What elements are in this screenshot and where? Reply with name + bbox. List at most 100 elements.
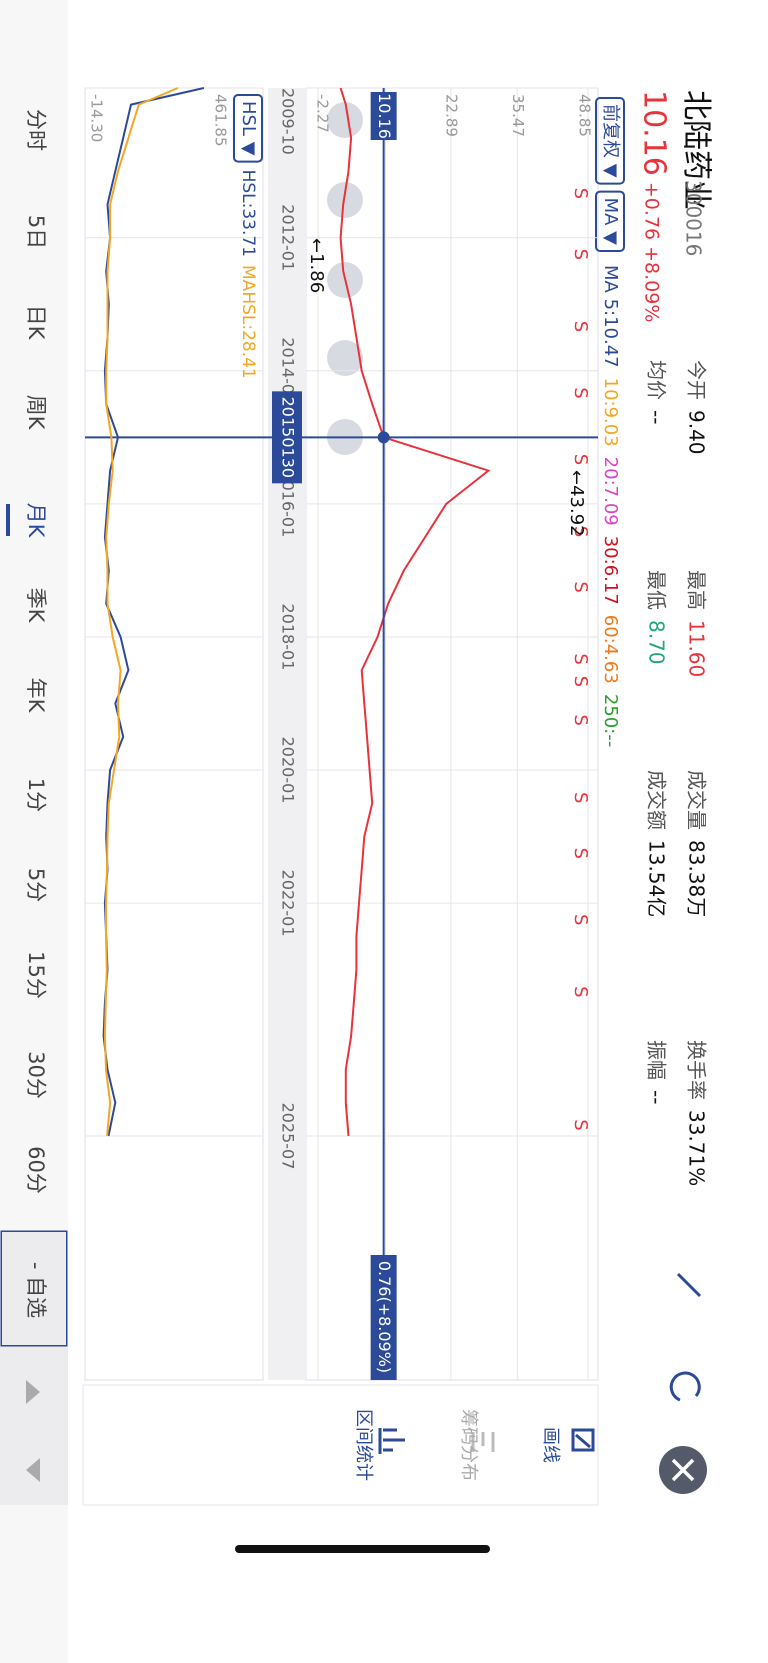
stat-label: 换手率: [685, 1040, 709, 1100]
signal-mark: S: [570, 387, 591, 398]
chip-icon[interactable]: [471, 1432, 495, 1452]
stat-value: 33.71%: [685, 1110, 709, 1186]
legend-entry: MAHSL:28.41: [238, 265, 258, 379]
signal-mark: S: [570, 986, 591, 997]
close-button[interactable]: [659, 1446, 707, 1494]
side-panel: [82, 1384, 599, 1506]
x-tick-label: 2009-10: [279, 88, 298, 155]
series-line: [339, 87, 491, 1137]
scroll-down[interactable]: [26, 1458, 40, 1482]
ma-legend: 60:4.63: [600, 615, 621, 684]
change-label-box: [370, 1255, 397, 1380]
change: +0.76: [641, 182, 663, 240]
x-tick-label: 2025-07: [279, 1103, 298, 1170]
series-line: [103, 87, 179, 1137]
crosshair-change: 0.76(+8.09%): [375, 1261, 394, 1373]
y-tick-label: -14.30: [88, 94, 106, 142]
stat-label: 均价: [645, 360, 669, 400]
stat-value: --: [645, 1090, 669, 1104]
tab[interactable]: 30分: [24, 1051, 48, 1099]
crosshair-date: 20150130: [279, 397, 298, 478]
crosshair-price: 10.16: [375, 93, 394, 139]
tab[interactable]: - 自选: [24, 1262, 48, 1318]
stat-value: 8.70: [645, 620, 669, 665]
signal-mark: S: [570, 581, 591, 592]
side-item[interactable]: 筹码分布: [458, 1409, 479, 1481]
date-label-box: [272, 391, 302, 484]
signal-mark: S: [570, 321, 591, 332]
scroll-buttons[interactable]: [0, 1345, 68, 1505]
stock-code: 300016: [682, 180, 706, 256]
stat-label: 成交额: [645, 770, 669, 830]
tab[interactable]: 季K: [24, 588, 48, 624]
signal-mark: S: [570, 454, 591, 465]
range-icon[interactable]: [378, 1428, 405, 1454]
tab[interactable]: 月K: [24, 503, 48, 539]
tab[interactable]: 年K: [24, 678, 48, 714]
indicator-select: MA ▼: [600, 198, 621, 246]
ma-legend: MA 5:10.47: [600, 265, 621, 368]
adjust-select-box[interactable]: [595, 97, 625, 185]
tab[interactable]: 15分: [24, 951, 48, 999]
stat-label: 成交量: [685, 770, 709, 830]
scroll-up[interactable]: [26, 1380, 40, 1404]
signal-mark: S: [570, 1119, 591, 1130]
date-band: [268, 88, 306, 1380]
adjust-select: 前复权 ▼: [600, 104, 621, 178]
x-tick-label: 2014-01: [279, 337, 298, 404]
signal-mark: S: [570, 653, 591, 664]
y-tick-label: 35.47: [509, 94, 527, 137]
signal-mark: S: [570, 847, 591, 858]
signal-mark: S: [570, 714, 591, 725]
tab[interactable]: 5分: [24, 868, 48, 902]
tab[interactable]: 5日: [24, 215, 48, 249]
annotation: ←1.86: [306, 238, 327, 293]
legend-entry: HSL:33.71: [238, 170, 258, 257]
x-tick-label: 2022-01: [279, 870, 298, 937]
stat-value: 83.38万: [685, 840, 709, 917]
stat-label: 最低: [645, 570, 669, 610]
stat-value: 9.40: [685, 410, 709, 455]
change-pct: +8.09%: [641, 246, 663, 322]
tab[interactable]: 周K: [24, 395, 48, 431]
signal-mark: S: [570, 526, 591, 537]
stock-name: 北陆药业: [679, 90, 714, 210]
ma-legend: 250:--: [600, 694, 621, 747]
price: 10.16: [637, 90, 672, 176]
y-tick-label: -2.27: [314, 94, 332, 133]
indicator-select-box[interactable]: [595, 190, 625, 252]
stat-value: --: [645, 410, 669, 424]
stat-label: 最高: [685, 570, 709, 610]
side-item[interactable]: 区间统计: [353, 1409, 374, 1481]
stat-value: 13.54亿: [645, 840, 669, 917]
refresh-icon[interactable]: [669, 1371, 701, 1402]
tab[interactable]: 日K: [24, 305, 48, 341]
x-tick-label: 2020-01: [279, 737, 298, 804]
tab[interactable]: 分时: [24, 109, 48, 151]
sub-indicator-select: HSL ▼: [238, 101, 259, 156]
y-tick-label: 48.85: [576, 94, 594, 137]
stat-label: 振幅: [645, 1040, 669, 1080]
x-tick-label: 2018-01: [279, 604, 298, 671]
side-item[interactable]: 画线: [540, 1427, 561, 1463]
signal-mark: S: [570, 249, 591, 260]
stat-value: 11.60: [685, 620, 709, 677]
home-indicator: [235, 1545, 490, 1553]
favorite-box[interactable]: [2, 1232, 66, 1345]
signal-mark: S: [570, 914, 591, 925]
signal-mark: S: [570, 188, 591, 199]
x-tick-label: 2012-01: [279, 204, 298, 271]
ma-legend: 20:7.09: [600, 457, 621, 526]
y-tick-label: 22.89: [442, 94, 460, 137]
y-tick-label: 461.85: [212, 94, 230, 147]
annotation: ←43.92: [566, 470, 587, 537]
tab[interactable]: 1分: [24, 778, 48, 812]
sub-indicator-select-box[interactable]: [233, 94, 263, 163]
tab[interactable]: 60分: [24, 1146, 48, 1194]
stat-label: 今开: [685, 360, 709, 400]
ma-legend: 10:9.03: [600, 378, 621, 447]
draw-icon[interactable]: [571, 1428, 595, 1452]
